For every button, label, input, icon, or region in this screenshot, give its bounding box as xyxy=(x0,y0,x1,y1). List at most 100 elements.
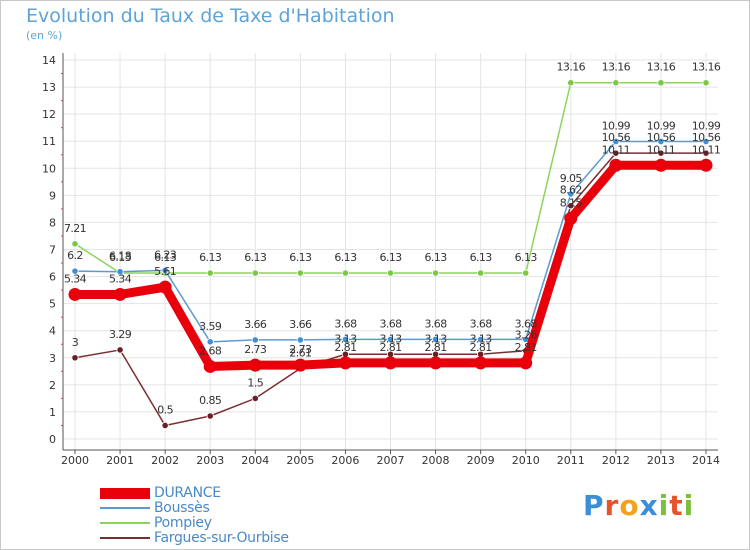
logo-letter: x xyxy=(639,489,659,522)
data-point xyxy=(206,269,214,277)
data-point xyxy=(519,356,533,370)
y-tick-label: 14 xyxy=(42,54,56,67)
data-label: 10.99 xyxy=(692,119,721,132)
data-point xyxy=(341,269,350,277)
data-label: 2.73 xyxy=(289,343,312,356)
data-point xyxy=(71,240,79,248)
data-label: 6.13 xyxy=(379,251,402,264)
data-label: 10.99 xyxy=(647,119,676,132)
data-label: 3.68 xyxy=(334,317,357,330)
data-point xyxy=(71,354,79,362)
data-label: 2.81 xyxy=(470,341,492,354)
data-point xyxy=(158,280,172,294)
logo-letter: r xyxy=(604,489,620,522)
data-label: 13.16 xyxy=(602,61,631,74)
data-point xyxy=(657,137,665,146)
y-tick-label: 13 xyxy=(42,81,56,94)
data-point xyxy=(612,137,620,146)
data-point xyxy=(161,266,169,274)
data-label: 6.13 xyxy=(515,251,538,264)
data-label: 3.13 xyxy=(425,332,448,345)
legend-item-bousses: Boussès xyxy=(100,500,210,516)
data-point xyxy=(702,79,710,87)
y-tick-label: 5 xyxy=(49,298,56,311)
data-label: 5.34 xyxy=(64,272,87,285)
y-tick-label: 4 xyxy=(49,325,56,338)
data-label: 3.68 xyxy=(379,317,402,330)
data-point xyxy=(293,358,307,372)
y-tick-label: 0 xyxy=(49,433,56,446)
data-point xyxy=(612,79,620,87)
data-label: 13.16 xyxy=(557,61,586,74)
x-tick-label: 2000 xyxy=(61,454,89,467)
data-label: 6.13 xyxy=(199,251,222,264)
data-label: 10.11 xyxy=(692,143,721,156)
data-point xyxy=(116,268,124,276)
logo-letter: P xyxy=(583,489,605,522)
data-point xyxy=(657,79,665,87)
data-point xyxy=(251,336,259,344)
logo-letter: i xyxy=(683,489,695,522)
data-label: 2.68 xyxy=(199,344,222,357)
data-point xyxy=(609,158,623,172)
x-tick-label: 2006 xyxy=(331,454,359,467)
data-label: 2.81 xyxy=(515,341,537,354)
data-point xyxy=(386,269,395,277)
data-label: 8.62 xyxy=(560,184,582,197)
data-point xyxy=(429,356,443,370)
data-label: 3.26 xyxy=(515,329,538,342)
data-point xyxy=(386,335,395,343)
data-label: 10.56 xyxy=(647,131,676,144)
data-label: 6.18 xyxy=(109,250,132,263)
x-tick-label: 2010 xyxy=(512,454,540,467)
x-tick-label: 2012 xyxy=(602,454,630,467)
chart-title: Evolution du Taux de Taxe d'Habitation xyxy=(26,5,395,27)
data-label: 2.81 xyxy=(334,341,356,354)
data-point xyxy=(477,335,485,343)
x-tick-label: 2008 xyxy=(422,454,450,467)
y-tick-label: 1 xyxy=(49,406,56,419)
y-tick-label: 10 xyxy=(42,162,56,175)
data-point xyxy=(477,269,485,277)
data-label: 6.13 xyxy=(244,251,267,264)
data-label: 3.66 xyxy=(244,318,267,331)
y-tick-label: 7 xyxy=(49,244,56,257)
data-label: 6.13 xyxy=(470,251,493,264)
data-point xyxy=(431,335,440,343)
x-tick-label: 2007 xyxy=(377,454,405,467)
data-label: 2.73 xyxy=(244,343,267,356)
data-point xyxy=(71,267,79,275)
data-point xyxy=(702,137,710,146)
data-point xyxy=(68,287,82,301)
data-label: 10.56 xyxy=(602,131,631,144)
data-label: 3.13 xyxy=(470,332,493,345)
data-label: 2.81 xyxy=(425,341,447,354)
data-label: 3.13 xyxy=(379,332,402,345)
data-point xyxy=(564,211,578,225)
data-point xyxy=(702,149,710,157)
y-tick-label: 9 xyxy=(49,189,56,202)
data-point xyxy=(699,158,713,172)
data-label: 10.56 xyxy=(692,131,721,144)
x-tick-label: 2005 xyxy=(286,454,314,467)
legend-label-fargues: Fargues-sur-Ourbise xyxy=(154,530,289,546)
data-label: 3.13 xyxy=(334,332,357,345)
legend-swatch-durance xyxy=(100,487,150,499)
data-point xyxy=(341,335,350,343)
data-point xyxy=(296,336,304,344)
data-label: 0.85 xyxy=(199,394,222,407)
y-tick-label: 6 xyxy=(49,271,56,284)
data-label: 6.13 xyxy=(425,251,448,264)
data-label: 5.34 xyxy=(109,272,132,285)
data-label: 7.21 xyxy=(64,222,86,235)
data-label: 10.11 xyxy=(647,143,676,156)
data-point xyxy=(657,149,665,157)
data-point xyxy=(612,149,620,157)
data-point xyxy=(296,269,304,277)
y-tick-label: 2 xyxy=(49,379,56,392)
data-point xyxy=(251,394,259,402)
data-label: 2.81 xyxy=(379,341,401,354)
legend-label-bousses: Boussès xyxy=(154,500,210,516)
data-label: 6.13 xyxy=(109,251,132,264)
data-point xyxy=(113,287,127,301)
